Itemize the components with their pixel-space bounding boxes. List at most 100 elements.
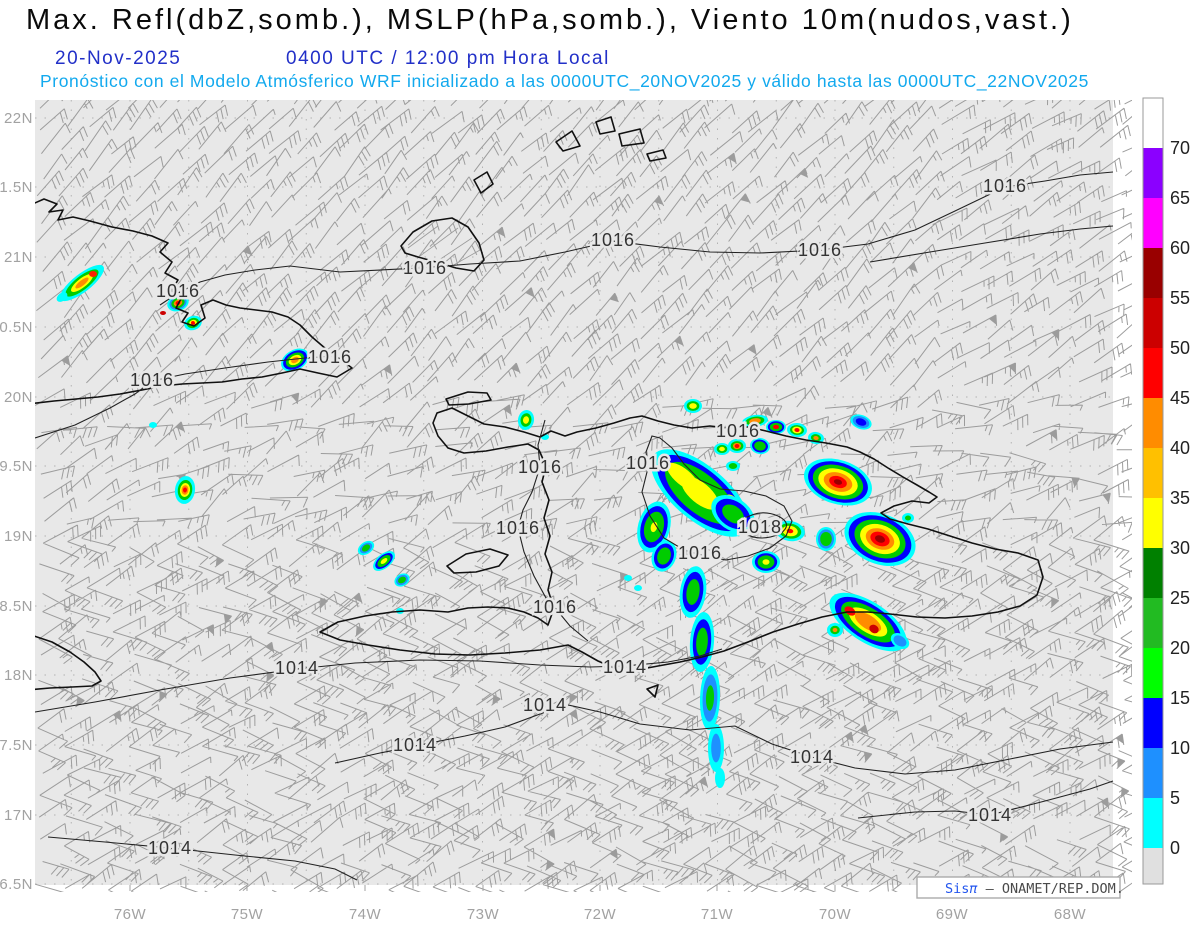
lon-tick-label: 75W [231, 906, 264, 923]
colorbar-segment [1143, 248, 1163, 298]
reflectivity-cell [149, 422, 157, 428]
colorbar-segment [1143, 448, 1163, 498]
isobar-label: 1014 [523, 695, 567, 715]
isobar-label: 1016 [678, 543, 722, 563]
lat-tick-label: 18N [4, 667, 33, 684]
isobar-1016 [159, 171, 1114, 306]
reflectivity-cell [844, 606, 856, 616]
branding-text: Sisπ – ONAMET/REP.DOM. [945, 881, 1124, 897]
isobar-label: 1016 [518, 457, 562, 477]
lat-tick-label: 8.5N [0, 598, 33, 615]
colorbar-segment [1143, 598, 1163, 648]
lat-tick-label: 9.5N [0, 458, 33, 475]
colorbar-segment [1143, 648, 1163, 698]
colorbar-segment [1143, 148, 1163, 198]
colorbar-tick-label: 10 [1170, 738, 1190, 758]
lon-tick-label: 74W [349, 906, 382, 923]
colorbar-tick-label: 40 [1170, 438, 1190, 458]
coastline-turks-1 [555, 130, 581, 152]
isobar-1014 [334, 704, 1114, 775]
reflectivity-cells-layer [56, 264, 916, 788]
reflectivity-cell [182, 487, 188, 493]
reflectivity-cell [832, 627, 838, 633]
isobar-label: 1014 [148, 838, 192, 858]
reflectivity-cell [749, 418, 761, 424]
isobar-1014 [857, 780, 1114, 819]
isobar-1016 [641, 435, 793, 561]
lat-tick-label: 7.5N [0, 737, 33, 754]
contour-labels-layer: 1016 1016 1016 1016 1016 1016 1016 1016 1016 1016… [127, 174, 1028, 861]
lat-tick-label: 6.5N [0, 876, 33, 893]
isobar-label: 1016 [496, 518, 540, 538]
reflectivity-cell [380, 558, 388, 564]
colorbar-tick-label: 5 [1170, 788, 1180, 808]
wind-barbs [35, 100, 1132, 892]
coastline-hispaniola [319, 407, 1044, 673]
coastline-great-inagua [400, 217, 485, 272]
date-line: 20-Nov-2025 0400 UTC / 12:00 pm Hora Loc… [0, 48, 1200, 70]
isobar-label: 1016 [533, 597, 577, 617]
island-hatch [407, 225, 439, 249]
isobar-label: 1016 [983, 176, 1027, 196]
coastline-turks-4 [646, 149, 667, 162]
isobar-1016 [35, 355, 336, 439]
lat-tick-label: 17N [4, 807, 33, 824]
reflectivity-cell [719, 446, 725, 452]
lon-tick-label: 70W [819, 906, 852, 923]
coastline-little-inagua [473, 171, 494, 194]
map-background [35, 100, 1113, 885]
coastline-cuba [35, 198, 353, 404]
colorbar-segment [1143, 348, 1163, 398]
page-title: Max. Refl(dbZ,somb.), MSLP(hPa,somb.), V… [26, 4, 1074, 36]
colorbar-tick-label: 65 [1170, 188, 1190, 208]
coastline-turks-2 [595, 116, 616, 135]
reflectivity-cell [666, 462, 700, 492]
lat-tick-label: 1.5N [0, 179, 33, 196]
lat-tick-label: 22N [4, 110, 33, 127]
mslp-contours-layer [35, 171, 1114, 881]
lon-tick-label: 72W [584, 906, 617, 923]
reflectivity-cell [705, 685, 715, 711]
isobar-1014 [35, 648, 723, 713]
forecast-time: 0400 UTC / 12:00 pm Hora Local [286, 48, 610, 69]
reflectivity-cell [191, 321, 195, 325]
lon-tick-label: 71W [701, 906, 734, 923]
wind-barbs-layer [35, 100, 1132, 892]
colorbar-segment [1143, 98, 1163, 148]
reflectivity-cell [833, 479, 843, 485]
isobar-1016 [869, 225, 1114, 263]
isobar-1014 [47, 836, 358, 881]
isobar-label: 1016 [308, 347, 352, 367]
lon-tick-label: 76W [114, 906, 147, 923]
coastline-beata [646, 684, 659, 698]
isobar-1018 [739, 512, 788, 539]
model-subtitle: Pronóstico con el Modelo Atmósferico WRF… [40, 71, 1089, 91]
lat-tick-label: 0.5N [0, 319, 33, 336]
reflectivity-cell [398, 576, 406, 584]
coastline-tortuga [445, 391, 492, 406]
colorbar-tick-label: 25 [1170, 588, 1190, 608]
isobar-label: 1014 [603, 657, 647, 677]
lon-tick-label: 73W [467, 906, 500, 923]
reflectivity-cell [813, 435, 819, 441]
reflectivity-cell [734, 444, 740, 448]
reflectivity-cell [522, 416, 530, 424]
colorbar-border [1142, 97, 1164, 885]
lon-tick-label: 69W [936, 906, 969, 923]
colorbar-segment [1143, 748, 1163, 798]
colorbar-tick-label: 60 [1170, 238, 1190, 258]
axis-labels: 22N 1.5N 21N 0.5N 20N 9.5N 19N 8.5N 18N 7.5N 17N 6.… [0, 110, 1087, 923]
colorbar-tick-label: 50 [1170, 338, 1190, 358]
colorbar-segment [1143, 498, 1163, 548]
reflectivity-cell [56, 292, 68, 302]
reflectivity-cell [89, 271, 97, 277]
lon-tick-label: 68W [1054, 906, 1087, 923]
reflectivity-cell [624, 575, 632, 581]
isobar-label: 1016 [798, 240, 842, 260]
colorbar-segment [1143, 848, 1163, 884]
reflectivity-cell [773, 424, 779, 430]
coastlines-layer [35, 116, 1044, 698]
isobar-label: 1018 [738, 517, 782, 537]
reflectivity-cell [686, 579, 700, 605]
